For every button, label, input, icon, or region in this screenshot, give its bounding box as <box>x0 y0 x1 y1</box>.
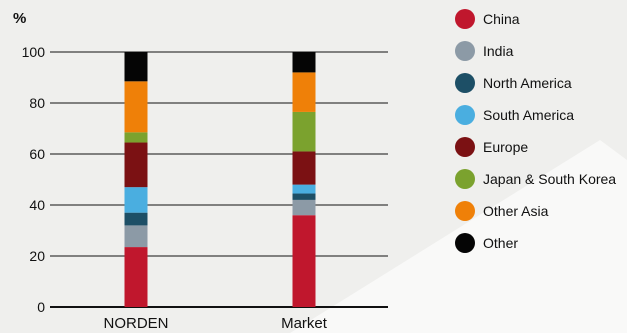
y-tick-label: 40 <box>29 197 45 213</box>
x-tick-label: Market <box>281 315 328 332</box>
y-tick-label: 0 <box>37 299 45 315</box>
y-axis-unit-label: % <box>13 10 26 27</box>
legend-label: Europe <box>483 139 528 155</box>
legend-swatch <box>455 105 475 125</box>
legend: China India North America South America Euro… <box>455 9 616 253</box>
bar-segment-other <box>124 52 148 82</box>
legend-item: India <box>455 41 514 61</box>
legend-label: Other Asia <box>483 203 549 219</box>
bar-segment-south-america <box>124 187 148 213</box>
bar-segment-europe <box>124 142 148 188</box>
y-tick-label: 20 <box>29 248 45 264</box>
bar-segment-japan-south-korea <box>124 132 148 143</box>
bar-segment-japan-south-korea <box>292 111 316 152</box>
bar-segment-china <box>124 247 148 307</box>
bars <box>124 52 316 307</box>
y-tick-label: 100 <box>22 44 46 60</box>
x-tick-label: NORDEN <box>103 315 168 332</box>
legend-swatch <box>455 137 475 157</box>
legend-item: China <box>455 9 520 29</box>
y-tick-label: 60 <box>29 146 45 162</box>
legend-swatch <box>455 41 475 61</box>
y-tick-label: 80 <box>29 95 45 111</box>
bar-stack-market <box>292 52 316 307</box>
bar-segment-india <box>292 199 316 216</box>
legend-swatch <box>455 201 475 221</box>
bar-segment-south-america <box>292 184 316 194</box>
legend-label: Other <box>483 235 518 251</box>
legend-item: South America <box>455 105 574 125</box>
legend-swatch <box>455 9 475 29</box>
legend-swatch <box>455 169 475 189</box>
legend-item: Europe <box>455 137 528 157</box>
bar-stack-norden <box>124 52 148 307</box>
legend-label: South America <box>483 107 574 123</box>
bar-segment-china <box>292 215 316 307</box>
legend-item: North America <box>455 73 572 93</box>
legend-item: Other Asia <box>455 201 549 221</box>
legend-label: Japan & South Korea <box>483 171 616 187</box>
bar-segment-other <box>292 52 316 73</box>
bar-segment-north-america <box>124 212 148 226</box>
x-axis-ticks: NORDEN Market <box>103 315 327 332</box>
bar-segment-india <box>124 225 148 248</box>
legend-label: India <box>483 43 514 59</box>
y-axis-ticks: 0 20 40 60 80 100 <box>22 44 46 315</box>
bar-segment-north-america <box>292 193 316 200</box>
legend-item: Other <box>455 233 518 253</box>
bar-segment-other-asia <box>124 81 148 133</box>
legend-swatch <box>455 233 475 253</box>
legend-label: China <box>483 11 520 27</box>
gridlines <box>50 51 388 308</box>
legend-swatch <box>455 73 475 93</box>
legend-item: Japan & South Korea <box>455 169 616 189</box>
bar-segment-europe <box>292 151 316 185</box>
legend-label: North America <box>483 75 572 91</box>
bar-segment-other-asia <box>292 72 316 112</box>
